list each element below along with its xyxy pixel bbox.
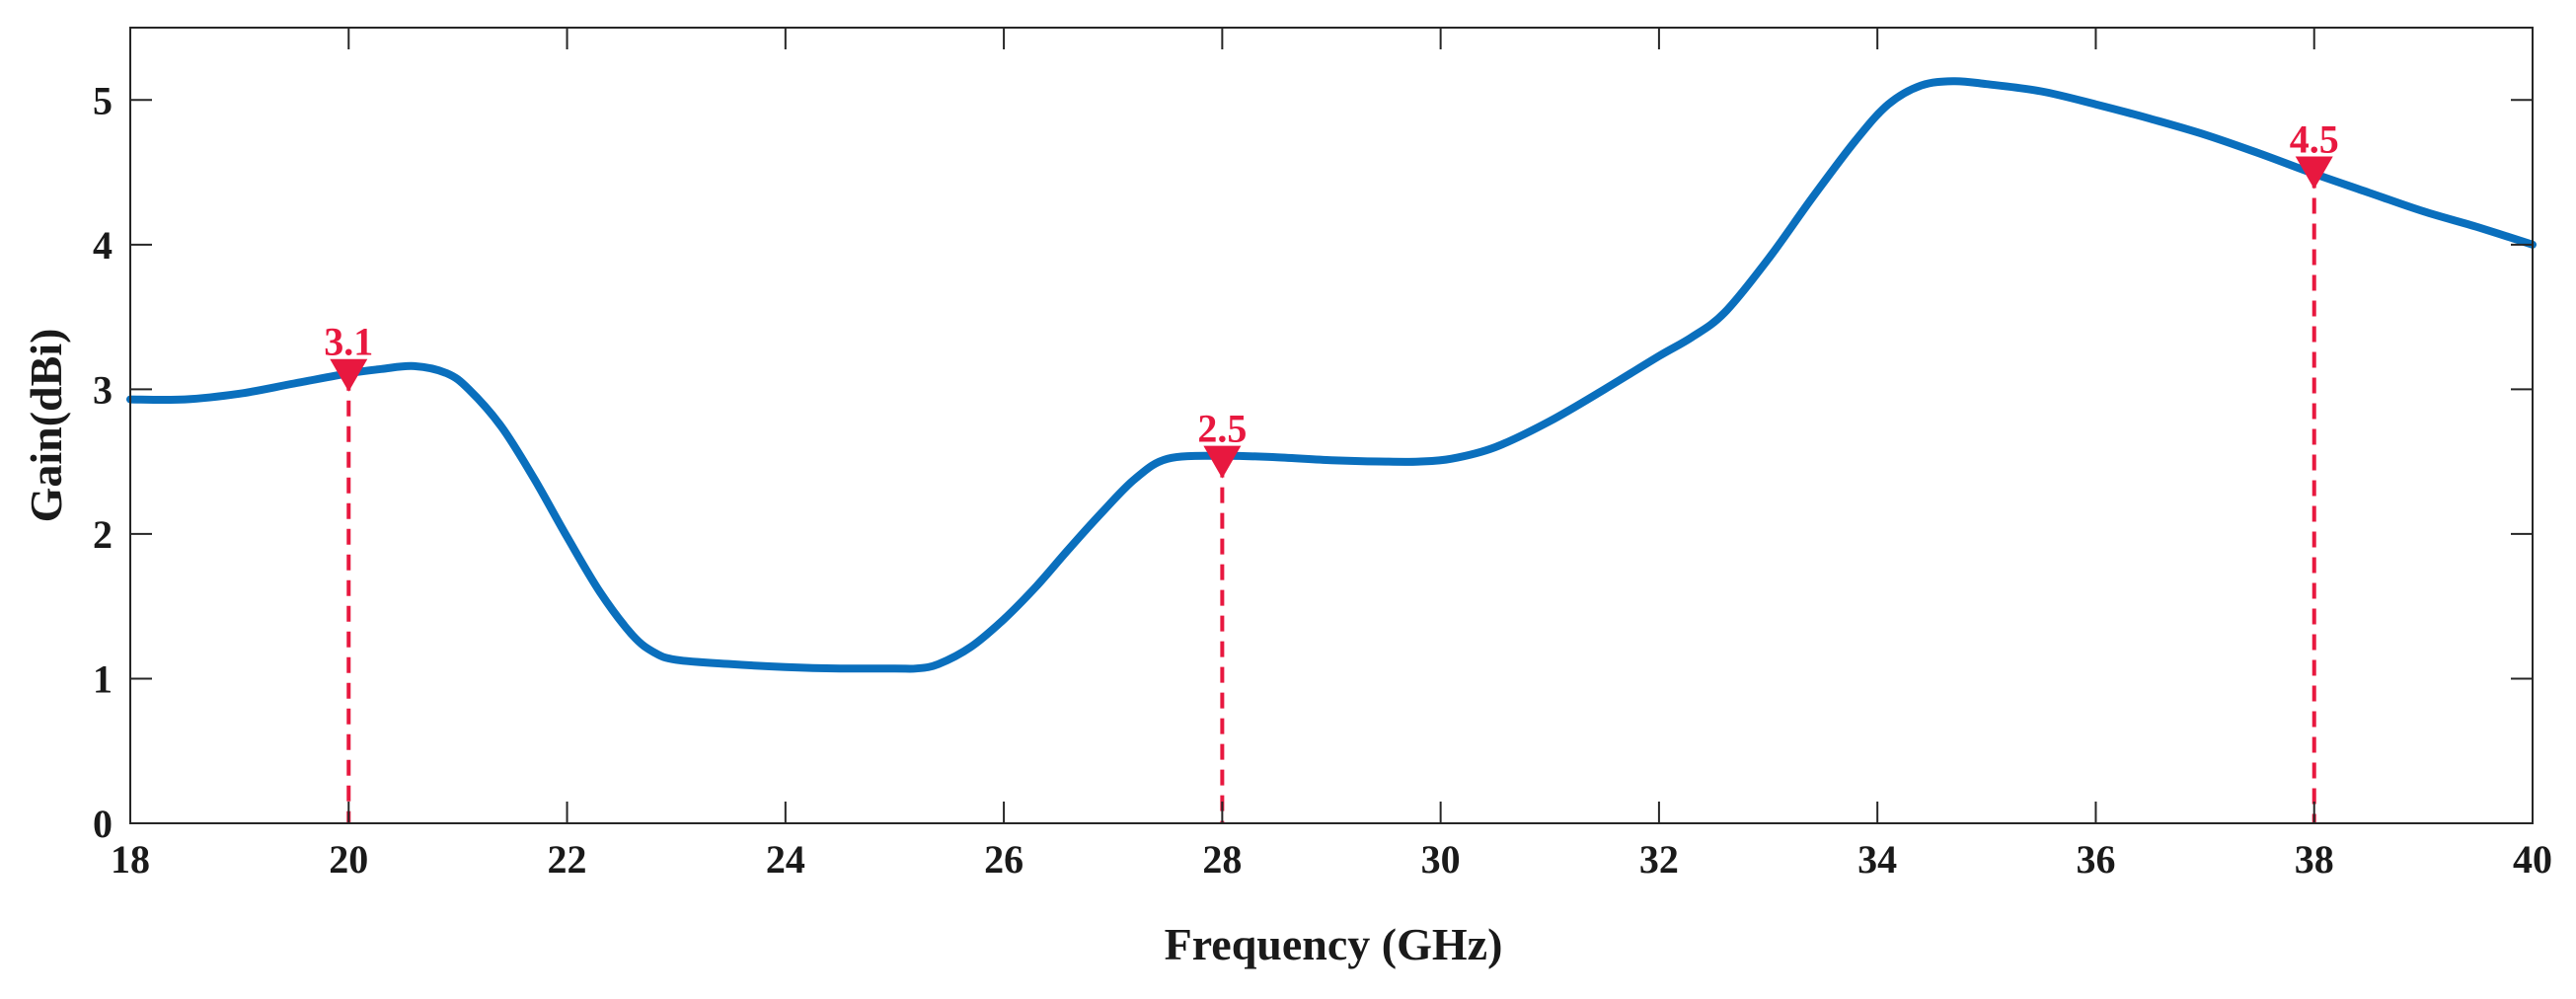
y-axis-title: Gain(dBi) bbox=[21, 329, 71, 523]
x-tick-label: 32 bbox=[1639, 837, 1679, 882]
x-tick-label: 36 bbox=[2076, 837, 2115, 882]
plot-area bbox=[130, 28, 2533, 823]
marker-drop-lines bbox=[346, 172, 2316, 823]
x-tick-label: 28 bbox=[1202, 837, 1242, 882]
y-axis-ticks: 0 1 2 3 4 5 bbox=[93, 78, 2533, 846]
y-tick-label: 2 bbox=[93, 512, 113, 557]
series-line-1 bbox=[126, 77, 2537, 673]
marker-triangle-2 bbox=[1203, 445, 1242, 479]
x-axis-ticks: 18 20 22 24 26 28 30 32 34 36 38 40 bbox=[111, 28, 2552, 882]
y-tick-label: 5 bbox=[93, 78, 113, 122]
x-tick-label: 34 bbox=[1857, 837, 1897, 882]
marker-label-2: 2.5 bbox=[1197, 407, 1247, 451]
y-tick-label: 1 bbox=[93, 656, 113, 701]
marker-triangle-1 bbox=[330, 358, 368, 392]
y-tick-label: 3 bbox=[93, 367, 113, 412]
marker-label-1: 3.1 bbox=[324, 320, 373, 364]
x-tick-label: 20 bbox=[329, 837, 368, 882]
y-tick-label: 4 bbox=[93, 223, 113, 268]
marker-label-3: 4.5 bbox=[2290, 117, 2339, 162]
marker-triangle-3 bbox=[2295, 156, 2333, 190]
plot-frame bbox=[129, 27, 2534, 824]
x-axis-title: Frequency (GHz) bbox=[1165, 919, 1503, 969]
x-tick-label: 26 bbox=[984, 837, 1023, 882]
x-tick-label: 18 bbox=[111, 837, 150, 882]
y-tick-label: 0 bbox=[93, 802, 113, 846]
plot-background bbox=[130, 28, 2533, 823]
marker-group: 3.1 2.5 4.5 bbox=[324, 117, 2339, 479]
x-tick-label: 30 bbox=[1421, 837, 1461, 882]
x-tick-label: 24 bbox=[766, 837, 805, 882]
x-tick-label: 22 bbox=[548, 837, 587, 882]
series-group bbox=[126, 77, 2537, 673]
x-tick-label: 38 bbox=[2295, 837, 2334, 882]
x-tick-label: 40 bbox=[2513, 837, 2552, 882]
plot-border bbox=[129, 27, 2534, 824]
